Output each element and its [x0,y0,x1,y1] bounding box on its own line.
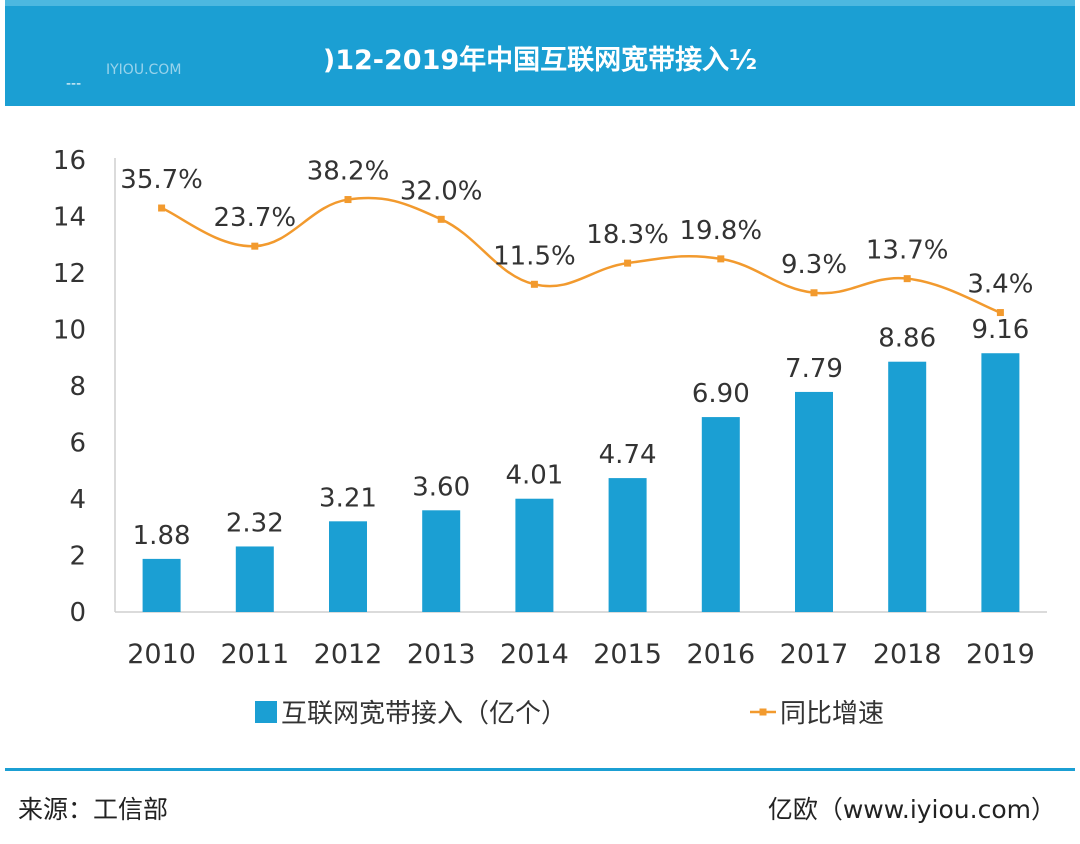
watermark-text: IYIOU.COM [106,62,182,78]
y-tick-label: 8 [69,372,86,402]
banner-top-strip [5,0,1075,6]
growth-data-label: 38.2% [307,157,390,187]
bar-data-label: 2.32 [226,508,284,538]
growth-point-2018 [903,275,911,283]
growth-data-label: 32.0% [400,176,483,206]
growth-rate-line [161,196,1001,314]
legend-bar-label: 互联网宽带接入（亿个） [281,699,567,729]
chart-title: )12-2019年中国互联网宽带接入½ [322,45,758,76]
y-tick-label: 12 [53,259,86,289]
growth-point-2012 [344,196,352,204]
bar-2018 [888,361,927,612]
bar-data-label: 9.16 [971,315,1029,345]
x-tick-label: 2013 [407,639,476,670]
growth-point-2011 [251,242,259,250]
bar-data-label: 1.88 [133,521,191,551]
growth-data-label: 23.7% [213,203,296,233]
x-tick-label: 2015 [593,639,662,670]
x-tick-label: 2012 [314,639,383,670]
growth-point-2010 [158,204,166,212]
bar-2014 [515,498,554,612]
growth-point-2019 [996,309,1004,317]
y-tick-label: 2 [69,542,86,572]
bar-data-label: 3.60 [412,472,470,502]
bar-line-chart: 0 2 4 6 8 10 12 14 16 2010 2011 2012 2013 2014 2015 201… [53,146,1047,729]
x-tick-label: 2018 [873,639,942,670]
bar-data-label: 4.01 [505,461,563,491]
bar-data-label: 4.74 [599,440,657,470]
source-text: 来源：工信部 [18,795,169,824]
legend-line-label: 同比增速 [780,699,884,729]
y-tick-label: 14 [53,203,86,233]
credit-text: 亿欧（www.iyiou.com） [767,795,1056,824]
bar-2016 [701,417,740,612]
bar-2012 [329,521,367,612]
bar-data-label: 8.86 [878,324,936,354]
growth-point-2013 [437,215,445,223]
growth-point-2016 [717,255,725,263]
footer-divider [5,768,1075,771]
growth-data-label: 9.3% [781,250,847,280]
growth-point-2015 [624,259,632,267]
banner-dash: --- [66,76,82,92]
y-tick-label: 6 [69,429,86,459]
bar-data-label: 7.79 [785,354,843,384]
y-tick-label: 10 [53,316,86,346]
legend-bar-swatch [255,701,277,723]
y-tick-label: 0 [69,598,86,628]
bar-2019 [981,353,1020,612]
legend-line-marker [759,708,767,716]
x-tick-label: 2019 [966,639,1035,670]
growth-data-label: 35.7% [120,165,203,195]
bar-2010 [142,558,181,612]
x-tick-label: 2010 [127,639,196,670]
x-tick-label: 2014 [500,639,569,670]
bar-2011 [235,546,274,612]
bar-2017 [795,391,833,612]
growth-point-2017 [810,289,818,297]
growth-data-label: 19.8% [679,216,762,246]
bar-2015 [608,478,647,612]
growth-data-label: 3.4% [967,270,1033,300]
x-tick-label: 2016 [686,639,755,670]
x-tick-label: 2011 [220,639,289,670]
growth-data-label: 11.5% [493,241,576,271]
bar-data-label: 3.21 [319,483,377,513]
bar-data-label: 6.90 [692,379,750,409]
growth-data-label: 13.7% [866,236,949,266]
bar-2013 [422,510,461,612]
growth-point-2014 [530,280,538,288]
growth-data-label: 18.3% [586,220,669,250]
y-tick-label: 16 [53,146,86,176]
y-tick-label: 4 [69,485,86,515]
title-banner [5,0,1075,106]
x-tick-label: 2017 [780,639,849,670]
